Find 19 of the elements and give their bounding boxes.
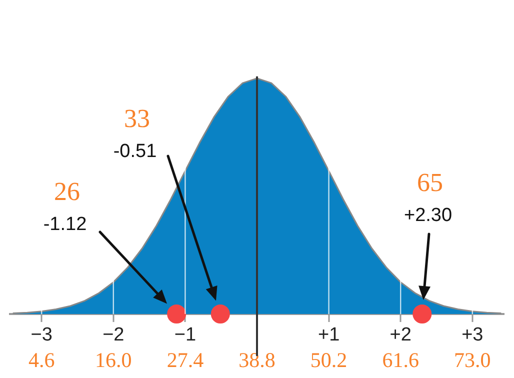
x2-tick-label: 16.0 (95, 348, 132, 372)
x2-tick-label: 61.6 (382, 348, 419, 372)
x2-tick-label: 73.0 (454, 348, 491, 372)
x-tick-label: +3 (462, 324, 484, 346)
x2-tick-label: 50.2 (310, 348, 348, 372)
annotation: 65 (417, 168, 443, 197)
x-tick-label: −1 (174, 324, 196, 346)
annotation: 33 (124, 104, 150, 133)
annotation: -0.51 (113, 141, 157, 162)
x2-tick-label: 4.6 (28, 348, 55, 372)
annotation: -1.12 (43, 214, 87, 235)
x2-tick-label: 38.8 (238, 348, 276, 372)
x-tick-label: −3 (30, 324, 52, 346)
annotation: 26 (54, 177, 80, 206)
x-tick-label: +2 (390, 324, 412, 346)
annotation: +2.30 (404, 205, 452, 226)
x-tick-label: −2 (102, 324, 124, 346)
x2-tick-label: 27.4 (166, 348, 204, 372)
x-tick-label: +1 (318, 324, 340, 346)
